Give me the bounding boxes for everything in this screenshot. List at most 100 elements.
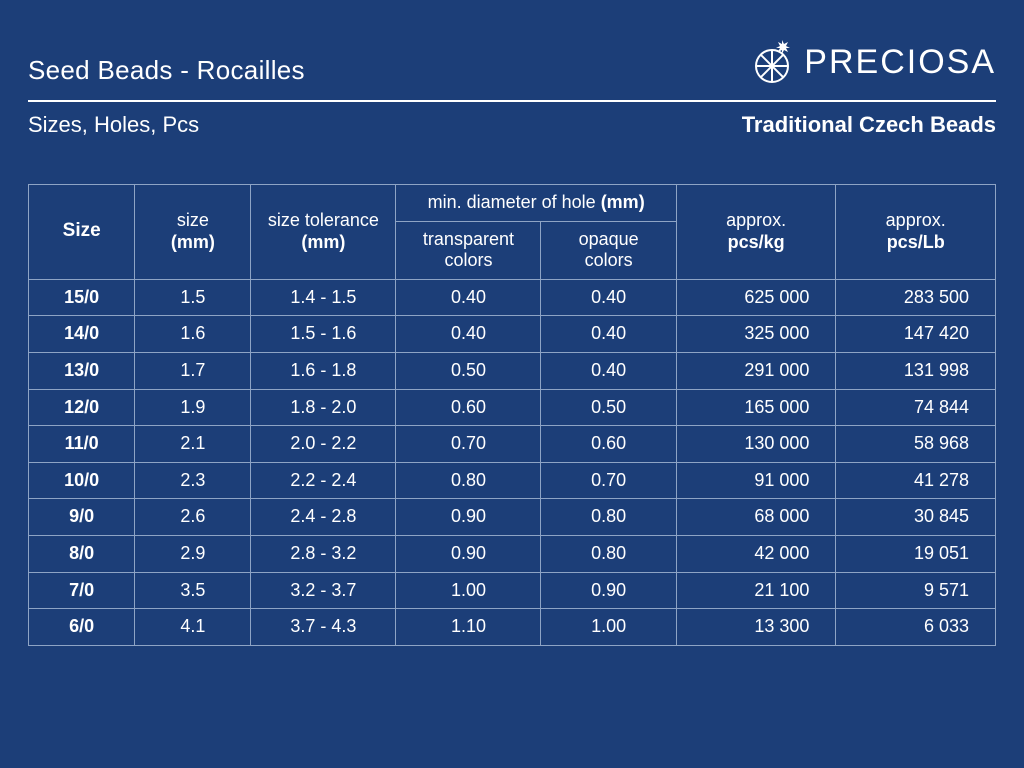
cell-transparent: 0.40 [396,279,541,316]
cell-pcs-kg: 130 000 [676,426,836,463]
cell-pcs-kg: 91 000 [676,462,836,499]
cell-pcs-kg: 42 000 [676,535,836,572]
col-pcs-kg-unit: pcs/kg [681,232,832,254]
table-row: 13/01.71.6 - 1.80.500.40291 000131 998 [29,352,996,389]
cell-pcs-lb: 74 844 [836,389,996,426]
cell-pcs-lb: 41 278 [836,462,996,499]
cell-pcs-lb: 9 571 [836,572,996,609]
cell-transparent: 0.50 [396,352,541,389]
cell-pcs-kg: 165 000 [676,389,836,426]
cell-pcs-kg: 13 300 [676,609,836,646]
cell-opaque: 0.80 [541,499,676,536]
divider [28,100,996,102]
col-opaque: opaque colors [541,221,676,279]
cell-size-mm: 2.3 [135,462,251,499]
table-row: 7/03.53.2 - 3.71.000.9021 1009 571 [29,572,996,609]
cell-opaque: 0.80 [541,535,676,572]
cell-size-mm: 2.6 [135,499,251,536]
cell-opaque: 0.60 [541,426,676,463]
cell-size: 15/0 [29,279,135,316]
cell-tolerance: 2.8 - 3.2 [251,535,396,572]
cell-tolerance: 3.7 - 4.3 [251,609,396,646]
col-transparent: transparent colors [396,221,541,279]
cell-pcs-kg: 21 100 [676,572,836,609]
cell-pcs-lb: 6 033 [836,609,996,646]
cell-tolerance: 1.4 - 1.5 [251,279,396,316]
cell-size-mm: 2.9 [135,535,251,572]
table-row: 8/02.92.8 - 3.20.900.8042 00019 051 [29,535,996,572]
col-size-mm-unit: (mm) [139,232,246,254]
cell-transparent: 0.40 [396,316,541,353]
cell-pcs-lb: 30 845 [836,499,996,536]
col-transparent-label: transparent [423,229,514,249]
table-head: Size size (mm) size tolerance (mm) min. … [29,185,996,280]
table-head-row-1: Size size (mm) size tolerance (mm) min. … [29,185,996,222]
cell-size-mm: 1.5 [135,279,251,316]
cell-size-mm: 4.1 [135,609,251,646]
cell-transparent: 1.00 [396,572,541,609]
cell-opaque: 0.50 [541,389,676,426]
cell-pcs-kg: 325 000 [676,316,836,353]
brand: PRECIOSA [748,38,996,86]
cell-tolerance: 1.8 - 2.0 [251,389,396,426]
cell-opaque: 0.70 [541,462,676,499]
cell-pcs-lb: 283 500 [836,279,996,316]
col-size-label: Size [63,220,101,241]
table-row: 12/01.91.8 - 2.00.600.50165 00074 844 [29,389,996,426]
cell-transparent: 0.80 [396,462,541,499]
table-body: 15/01.51.4 - 1.50.400.40625 000283 50014… [29,279,996,645]
col-hole-group-unit: (mm) [601,192,645,212]
table-row: 10/02.32.2 - 2.40.800.7091 00041 278 [29,462,996,499]
col-size-mm-label: size [177,210,209,230]
cell-transparent: 0.60 [396,389,541,426]
cell-size: 8/0 [29,535,135,572]
cell-pcs-lb: 58 968 [836,426,996,463]
brand-name: PRECIOSA [804,43,996,82]
col-pcs-lb-label: approx. [886,210,946,230]
cell-pcs-kg: 291 000 [676,352,836,389]
col-opaque-unit: colors [545,250,671,272]
brand-tagline: Traditional Czech Beads [742,112,996,138]
size-table-wrap: Size size (mm) size tolerance (mm) min. … [28,184,996,646]
cell-size: 10/0 [29,462,135,499]
col-size: Size [29,185,135,280]
cell-size: 14/0 [29,316,135,353]
cell-tolerance: 3.2 - 3.7 [251,572,396,609]
cell-opaque: 0.40 [541,279,676,316]
cell-tolerance: 1.6 - 1.8 [251,352,396,389]
col-opaque-label: opaque [579,229,639,249]
col-pcs-lb-unit: pcs/Lb [840,232,991,254]
table-row: 15/01.51.4 - 1.50.400.40625 000283 500 [29,279,996,316]
cell-size: 7/0 [29,572,135,609]
cell-size: 9/0 [29,499,135,536]
page-subtitle: Sizes, Holes, Pcs [28,112,199,138]
cell-size-mm: 2.1 [135,426,251,463]
cell-size-mm: 3.5 [135,572,251,609]
cell-transparent: 0.90 [396,499,541,536]
cell-size-mm: 1.9 [135,389,251,426]
size-table: Size size (mm) size tolerance (mm) min. … [28,184,996,646]
cell-tolerance: 2.0 - 2.2 [251,426,396,463]
col-tolerance-label: size tolerance [268,210,379,230]
brand-star-icon [748,38,796,86]
col-hole-group: min. diameter of hole (mm) [396,185,676,222]
cell-size: 6/0 [29,609,135,646]
cell-pcs-kg: 625 000 [676,279,836,316]
cell-pcs-lb: 131 998 [836,352,996,389]
col-hole-group-label: min. diameter of hole [428,192,601,212]
cell-transparent: 1.10 [396,609,541,646]
cell-tolerance: 1.5 - 1.6 [251,316,396,353]
cell-size: 11/0 [29,426,135,463]
cell-transparent: 0.70 [396,426,541,463]
cell-opaque: 1.00 [541,609,676,646]
cell-opaque: 0.40 [541,316,676,353]
col-pcs-kg: approx. pcs/kg [676,185,836,280]
col-size-mm: size (mm) [135,185,251,280]
page: Seed Beads - Rocailles PRECIOSA Sizes [0,0,1024,768]
cell-size-mm: 1.7 [135,352,251,389]
col-pcs-kg-label: approx. [726,210,786,230]
cell-opaque: 0.90 [541,572,676,609]
col-tolerance: size tolerance (mm) [251,185,396,280]
header-row: Seed Beads - Rocailles PRECIOSA [28,38,996,86]
cell-size: 13/0 [29,352,135,389]
